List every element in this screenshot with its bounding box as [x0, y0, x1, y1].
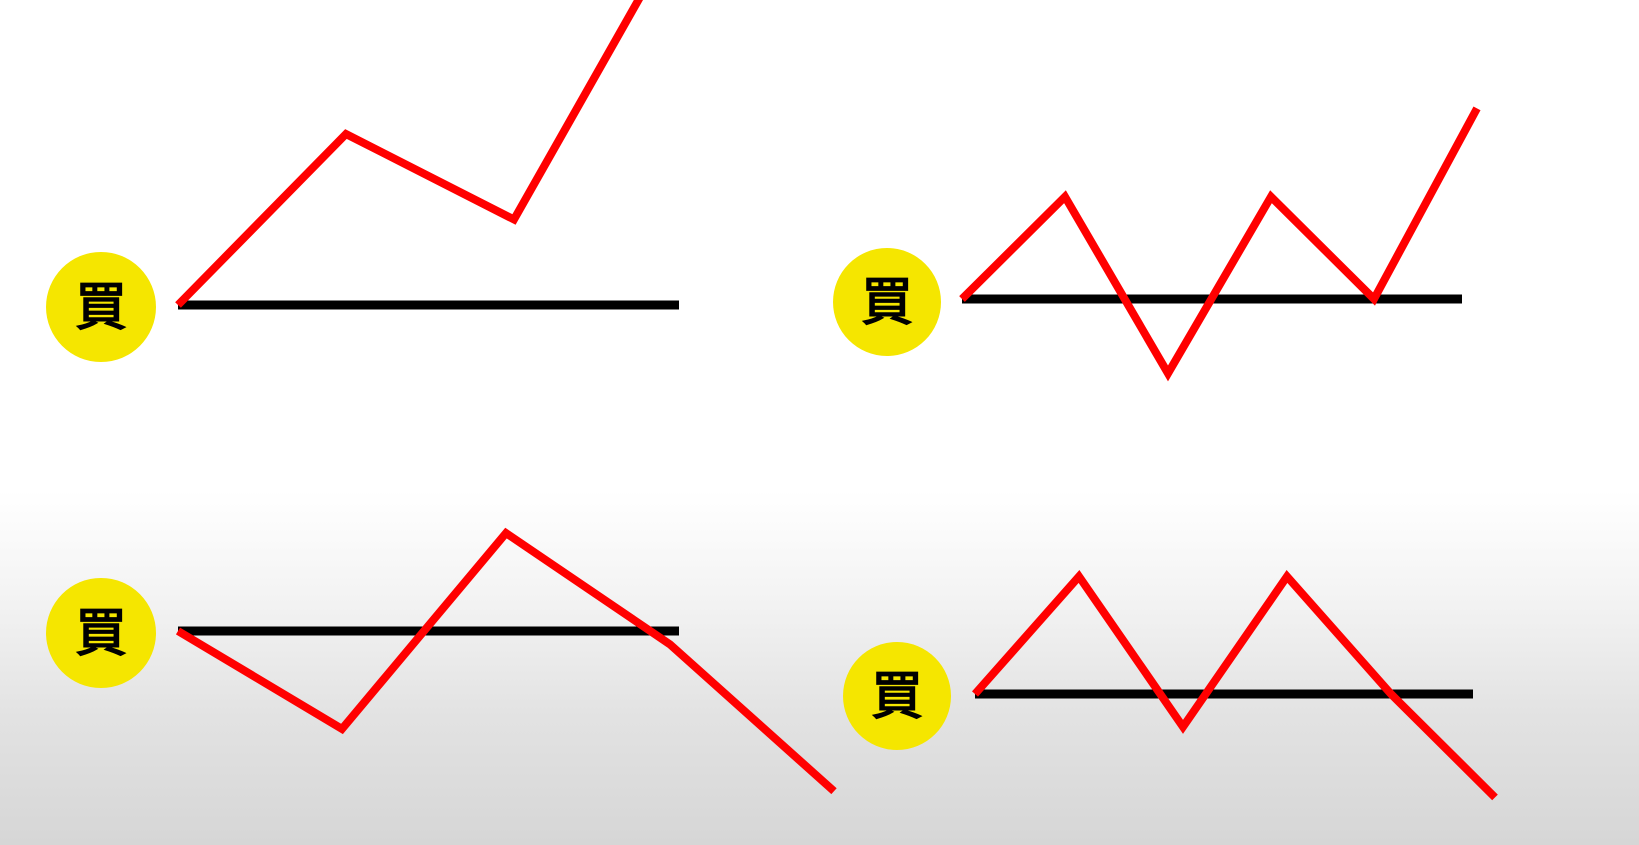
buy-signal-badge: 買: [46, 252, 156, 362]
price-path-line: [175, 0, 644, 308]
panel-bottom-right: 買: [843, 570, 1498, 801]
buy-badge-label: 買: [75, 278, 127, 338]
price-path-line: [959, 106, 1481, 382]
panel-top-left: 買: [46, 0, 679, 362]
buy-signal-badge: 買: [46, 578, 156, 688]
panel-bottom-left: 買: [46, 527, 837, 795]
panel-top-right: 買: [833, 106, 1481, 382]
buy-badge-label: 買: [75, 604, 127, 664]
buy-signal-badge: 買: [843, 642, 951, 750]
buy-badge-label: 買: [871, 667, 923, 727]
buy-badge-label: 買: [861, 273, 913, 333]
price-path-line: [175, 527, 837, 795]
price-path-line: [972, 570, 1498, 801]
buy-signal-badge: 買: [833, 248, 941, 356]
